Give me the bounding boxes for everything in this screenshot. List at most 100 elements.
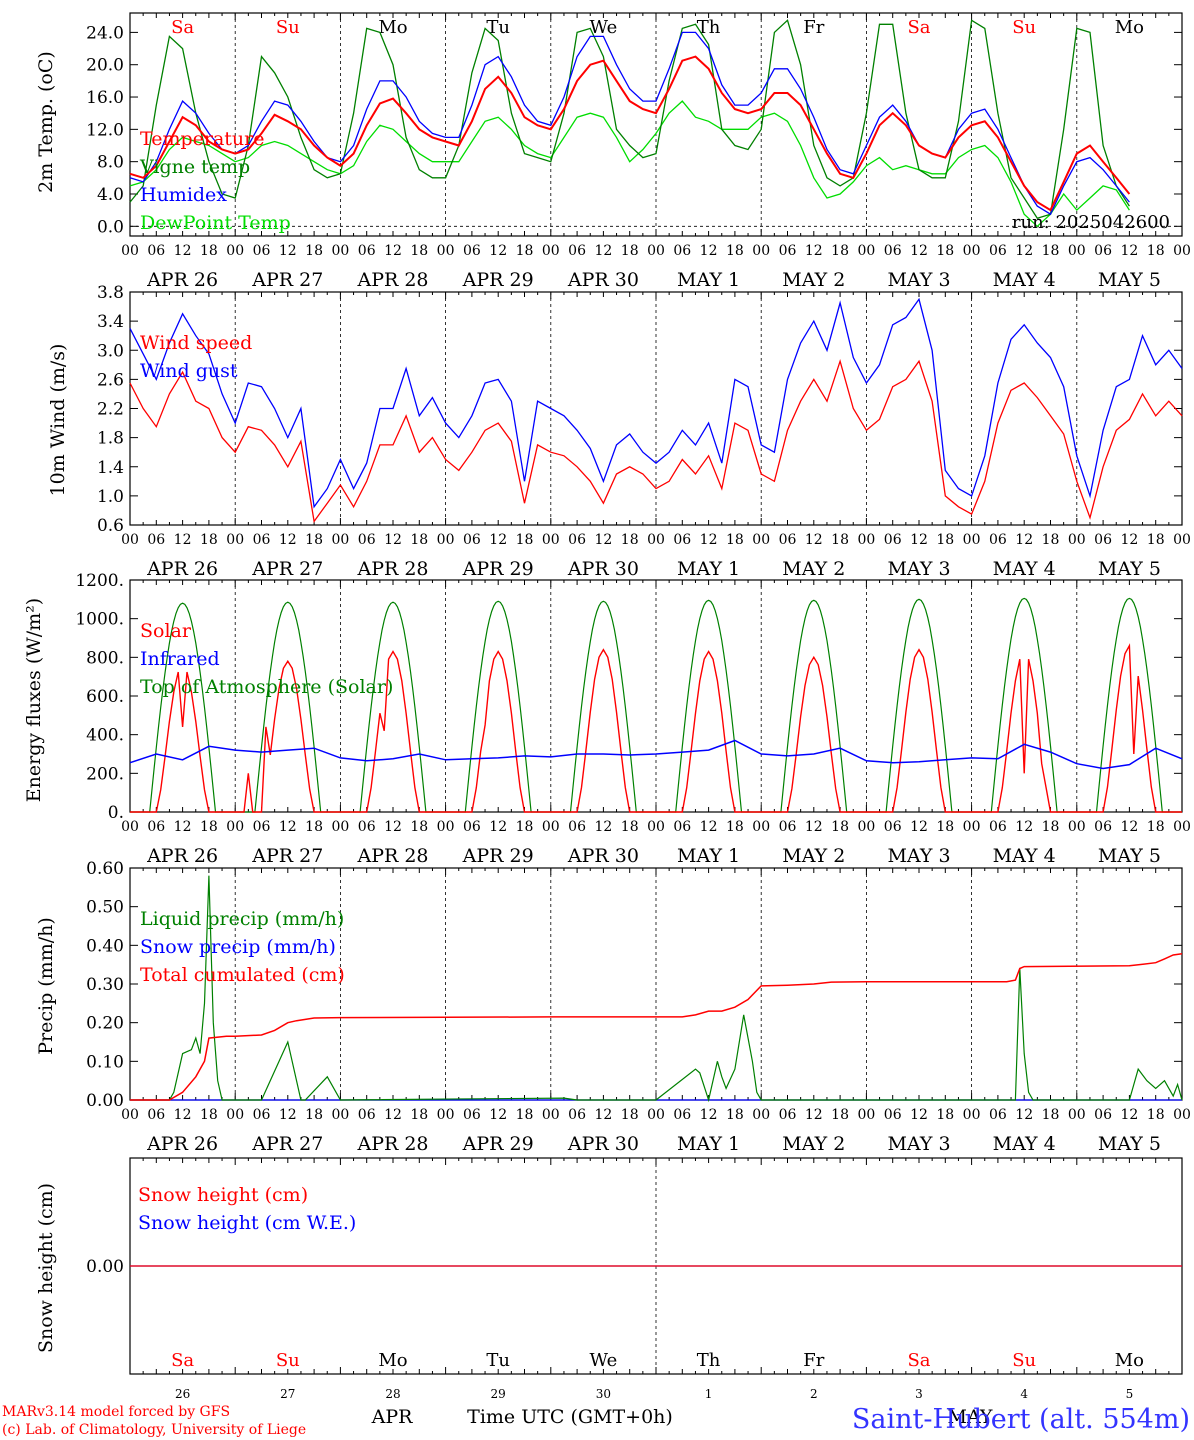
weekday-label-top: Mo <box>378 17 407 38</box>
date-label: APR 28 <box>356 558 428 580</box>
date-label: MAY 2 <box>782 558 845 580</box>
hour-label: 00 <box>226 1107 244 1123</box>
hour-label: 00 <box>857 819 875 835</box>
hour-label: 18 <box>1042 243 1060 259</box>
hour-label: 18 <box>410 532 428 548</box>
hour-label: 12 <box>594 1107 612 1123</box>
hour-label: 00 <box>437 819 455 835</box>
hour-label: 06 <box>673 532 691 548</box>
hour-label: 12 <box>489 243 507 259</box>
date-label: APR 29 <box>462 269 534 291</box>
hour-label: 00 <box>226 532 244 548</box>
hour-label: 06 <box>884 532 902 548</box>
hour-label: 00 <box>226 243 244 259</box>
date-label: APR 29 <box>462 558 534 580</box>
y-tick-label: 0.00 <box>86 1091 124 1111</box>
hour-label: 12 <box>1120 532 1138 548</box>
y-tick-label: 2.2 <box>97 400 124 420</box>
date-label: MAY 2 <box>782 845 845 867</box>
hour-label: 12 <box>594 243 612 259</box>
hour-label: 18 <box>1147 1107 1165 1123</box>
y-tick-label: 24.0 <box>86 23 124 43</box>
hour-label: 12 <box>594 819 612 835</box>
hour-label: 06 <box>989 532 1007 548</box>
hour-label: 06 <box>463 243 481 259</box>
hour-label: 06 <box>568 532 586 548</box>
date-label: MAY 5 <box>1098 269 1161 291</box>
legend-liquid-precip: Liquid precip (mm/h) <box>140 908 344 930</box>
date-label: MAY 5 <box>1098 1133 1161 1155</box>
date-label: MAY 1 <box>677 269 740 291</box>
hour-label: 06 <box>253 1107 271 1123</box>
y-tick-label: 400. <box>86 726 124 746</box>
y-tick-label: 8.0 <box>97 153 124 173</box>
weekday-label-bottom: Mo <box>378 1350 407 1371</box>
hour-label: 06 <box>1094 243 1112 259</box>
series-line-humidex <box>129 31 1130 216</box>
hour-label: 00 <box>121 819 139 835</box>
hour-label: 00 <box>1173 532 1191 548</box>
hour-label: 00 <box>1173 1107 1191 1123</box>
hour-label: 06 <box>779 532 797 548</box>
legend-toa-solar: Top of Atmosphere (Solar) <box>140 676 393 698</box>
hour-label: 00 <box>752 819 770 835</box>
date-label: APR 26 <box>146 269 218 291</box>
hour-label: 00 <box>437 243 455 259</box>
hour-label: 06 <box>989 243 1007 259</box>
legend-snow-precip: Snow precip (mm/h) <box>140 936 336 958</box>
hour-label: 00 <box>647 819 665 835</box>
hour-label: 06 <box>884 819 902 835</box>
hour-label: 00 <box>331 1107 349 1123</box>
hour-label: 06 <box>568 819 586 835</box>
series-line-wind-speed <box>129 358 1183 524</box>
day-number-label: 3 <box>915 1387 923 1401</box>
weekday-label-bottom: Th <box>697 1350 721 1371</box>
hour-label: 18 <box>726 532 744 548</box>
hour-label: 18 <box>1147 243 1165 259</box>
date-label: APR 26 <box>146 845 218 867</box>
hour-label: 00 <box>437 532 455 548</box>
date-label: APR 29 <box>462 845 534 867</box>
hour-label: 00 <box>542 532 560 548</box>
hour-label: 00 <box>1068 243 1086 259</box>
hour-label: 12 <box>174 819 192 835</box>
date-label: MAY 3 <box>887 1133 950 1155</box>
hour-label: 12 <box>700 1107 718 1123</box>
hour-label: 12 <box>805 1107 823 1123</box>
hour-label: 06 <box>884 1107 902 1123</box>
date-label: MAY 3 <box>887 558 950 580</box>
hour-label: 00 <box>1173 819 1191 835</box>
hour-label: 06 <box>673 1107 691 1123</box>
hour-label: 18 <box>726 1107 744 1123</box>
weekday-label-top: Th <box>697 17 721 38</box>
hour-label: 00 <box>963 532 981 548</box>
hour-label: 06 <box>147 532 165 548</box>
hour-label: 00 <box>542 243 560 259</box>
date-label: MAY 4 <box>993 1133 1056 1155</box>
hour-label: 18 <box>410 819 428 835</box>
hour-label: 06 <box>253 819 271 835</box>
hour-label: 00 <box>121 532 139 548</box>
hour-label: 06 <box>779 819 797 835</box>
hour-label: 12 <box>910 1107 928 1123</box>
month-may: MAY <box>948 1406 993 1428</box>
hour-label: 18 <box>831 819 849 835</box>
credit-lab: (c) Lab. of Climatology, University of L… <box>2 1422 306 1438</box>
weekday-label-bottom: Mo <box>1115 1350 1144 1371</box>
hour-label: 18 <box>1147 532 1165 548</box>
hour-label: 18 <box>831 1107 849 1123</box>
y-tick-label: 3.8 <box>97 283 124 303</box>
hour-label: 12 <box>489 819 507 835</box>
hour-label: 18 <box>516 532 534 548</box>
ylabel-precip: Precip (mm/h) <box>35 917 57 1055</box>
hour-label: 18 <box>305 1107 323 1123</box>
weekday-label-bottom: Fr <box>803 1350 824 1371</box>
hour-label: 18 <box>936 532 954 548</box>
hour-label: 12 <box>910 532 928 548</box>
y-tick-label: 200. <box>86 764 124 784</box>
weekday-label-top: Sa <box>171 17 194 38</box>
hour-label: 18 <box>726 819 744 835</box>
hour-label: 12 <box>1015 1107 1033 1123</box>
hour-label: 12 <box>1015 243 1033 259</box>
weekday-label-bottom: Sa <box>907 1350 930 1371</box>
